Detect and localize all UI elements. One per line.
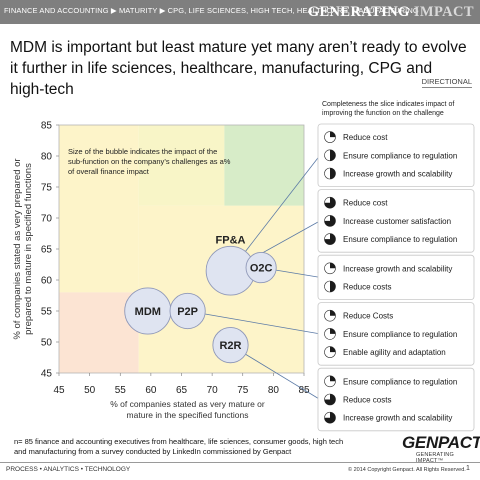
- y-axis-label: prepared to mature in specified function…: [23, 163, 34, 335]
- y-tick-label: 75: [41, 183, 53, 194]
- y-tick-label: 85: [41, 121, 53, 132]
- x-tick-label: 80: [268, 385, 280, 396]
- callout-item-label: Reduce costs: [343, 283, 391, 292]
- genpact-tagline: GENERATING IMPACT™: [416, 452, 454, 464]
- bubble-p2p: [169, 292, 206, 330]
- callout-item-label: Increase customer satisfaction: [343, 217, 451, 226]
- callout-item-label: Ensure compliance to regulation: [343, 151, 457, 160]
- impact-pie-slice: [330, 149, 336, 161]
- footer-tagline: PROCESS • ANALYTICS • TECHNOLOGY: [6, 466, 131, 473]
- y-tick-label: 80: [41, 152, 53, 163]
- footer-divider: [0, 462, 480, 463]
- x-axis-label: % of companies stated as very mature or: [110, 399, 265, 409]
- callout-leader-line: [275, 269, 321, 278]
- bubble-label: P2P: [177, 306, 198, 318]
- directional-tag: DIRECTIONAL: [421, 77, 472, 88]
- x-axis-label: mature in the specified functions: [127, 410, 249, 420]
- slice-legend-note: improving the function on the challenge: [322, 110, 444, 117]
- breadcrumb: FINANCE AND ACCOUNTING ▶ MATURITY ▶ CPG,…: [4, 6, 419, 15]
- callout-box-0: [317, 123, 475, 187]
- bubble-label: R2R: [219, 340, 241, 352]
- x-tick-label: 65: [176, 385, 188, 396]
- callout-item-label: Reduce cost: [343, 133, 388, 142]
- impact-pie-slice: [324, 197, 336, 209]
- callout-leader-line: [245, 155, 321, 252]
- genpact-logo: GENPACT: [402, 433, 480, 452]
- x-tick-label: 75: [237, 385, 249, 396]
- quadrant-region-3: [138, 125, 225, 206]
- quadrant-region-0: [59, 125, 139, 293]
- bubble-label: MDM: [135, 306, 161, 318]
- x-tick-label: 50: [84, 385, 96, 396]
- impact-pie-slice: [330, 168, 336, 179]
- x-tick-label: 85: [298, 385, 310, 396]
- x-tick-label: 55: [115, 385, 127, 396]
- quadrant-region-4: [224, 125, 304, 206]
- callout-item-label: Enable agility and adaptation: [343, 348, 446, 357]
- callout-box-4: [317, 367, 475, 432]
- impact-pie-slice: [330, 375, 336, 382]
- bubble-size-note: of overall finance impact: [68, 167, 150, 176]
- callout-item-label: Increase growth and scalability: [343, 170, 452, 179]
- callout-item-label: Reduce cost: [343, 199, 388, 208]
- impact-pie-slice: [324, 394, 336, 406]
- top-banner: FINANCE AND ACCOUNTING ▶ MATURITY ▶ CPG,…: [0, 0, 480, 24]
- bubble-size-note: Size of the bubble indicates the impact …: [68, 147, 217, 156]
- brand-text-a: GENERATING: [307, 4, 414, 20]
- brand-logo: GENERATING IMPACT: [308, 4, 474, 21]
- bubble-size-note: sub-function on the company’s challenges…: [68, 157, 231, 166]
- y-tick-label: 60: [41, 276, 53, 287]
- slice-legend-note: Completeness the slice indicates impact …: [322, 101, 454, 108]
- y-tick-label: 50: [41, 338, 53, 349]
- callout-item-label: Increase growth and scalability: [343, 414, 452, 423]
- callout-leader-line: [204, 313, 321, 335]
- footnote: n= 85 finance and accounting executives …: [14, 437, 344, 456]
- impact-pie-slice: [324, 412, 336, 424]
- callout-item-label: Increase growth and scalability: [343, 264, 452, 273]
- y-axis-label: % of companies stated as very prepared o…: [12, 158, 23, 339]
- callout-box-1: [317, 189, 475, 253]
- page-number: 1: [466, 465, 470, 472]
- x-tick-label: 60: [145, 385, 157, 396]
- bubble-label: FP&A: [216, 234, 246, 246]
- bubble-o2c: [245, 252, 277, 284]
- footer-copyright: © 2014 Copyright Genpact. All Rights Res…: [348, 467, 466, 473]
- impact-pie-slice: [330, 262, 336, 269]
- callout-item-label: Ensure compliance to regulation: [343, 235, 457, 244]
- x-tick-label: 45: [53, 385, 65, 396]
- callout-item-label: Reduce Costs: [343, 312, 393, 321]
- impact-pie-slice: [330, 131, 336, 138]
- brand-text-b: IMPACT: [413, 4, 474, 20]
- impact-pie-slice: [330, 310, 336, 316]
- impact-pie-slice: [330, 281, 336, 292]
- impact-pie-slice: [330, 346, 336, 353]
- y-tick-label: 55: [41, 307, 53, 318]
- callout-box-3: [317, 302, 475, 366]
- impact-pie-slice: [324, 215, 336, 227]
- y-tick-label: 45: [41, 369, 53, 380]
- impact-pie-slice: [324, 233, 336, 245]
- y-tick-label: 65: [41, 245, 53, 256]
- bubble-label: O2C: [250, 263, 273, 275]
- callout-item-label: Ensure compliance to regulation: [343, 377, 457, 386]
- impact-pie-slice: [330, 328, 336, 334]
- page-title: MDM is important but least mature yet ma…: [10, 39, 467, 98]
- callout-box-2: [317, 254, 475, 300]
- callout-item-label: Ensure compliance to regulation: [343, 330, 457, 339]
- bubble-r2r: [212, 327, 249, 364]
- callout-leader-line: [245, 353, 321, 400]
- x-tick-label: 70: [207, 385, 219, 396]
- y-tick-label: 70: [41, 214, 53, 225]
- callout-item-label: Reduce costs: [343, 396, 391, 405]
